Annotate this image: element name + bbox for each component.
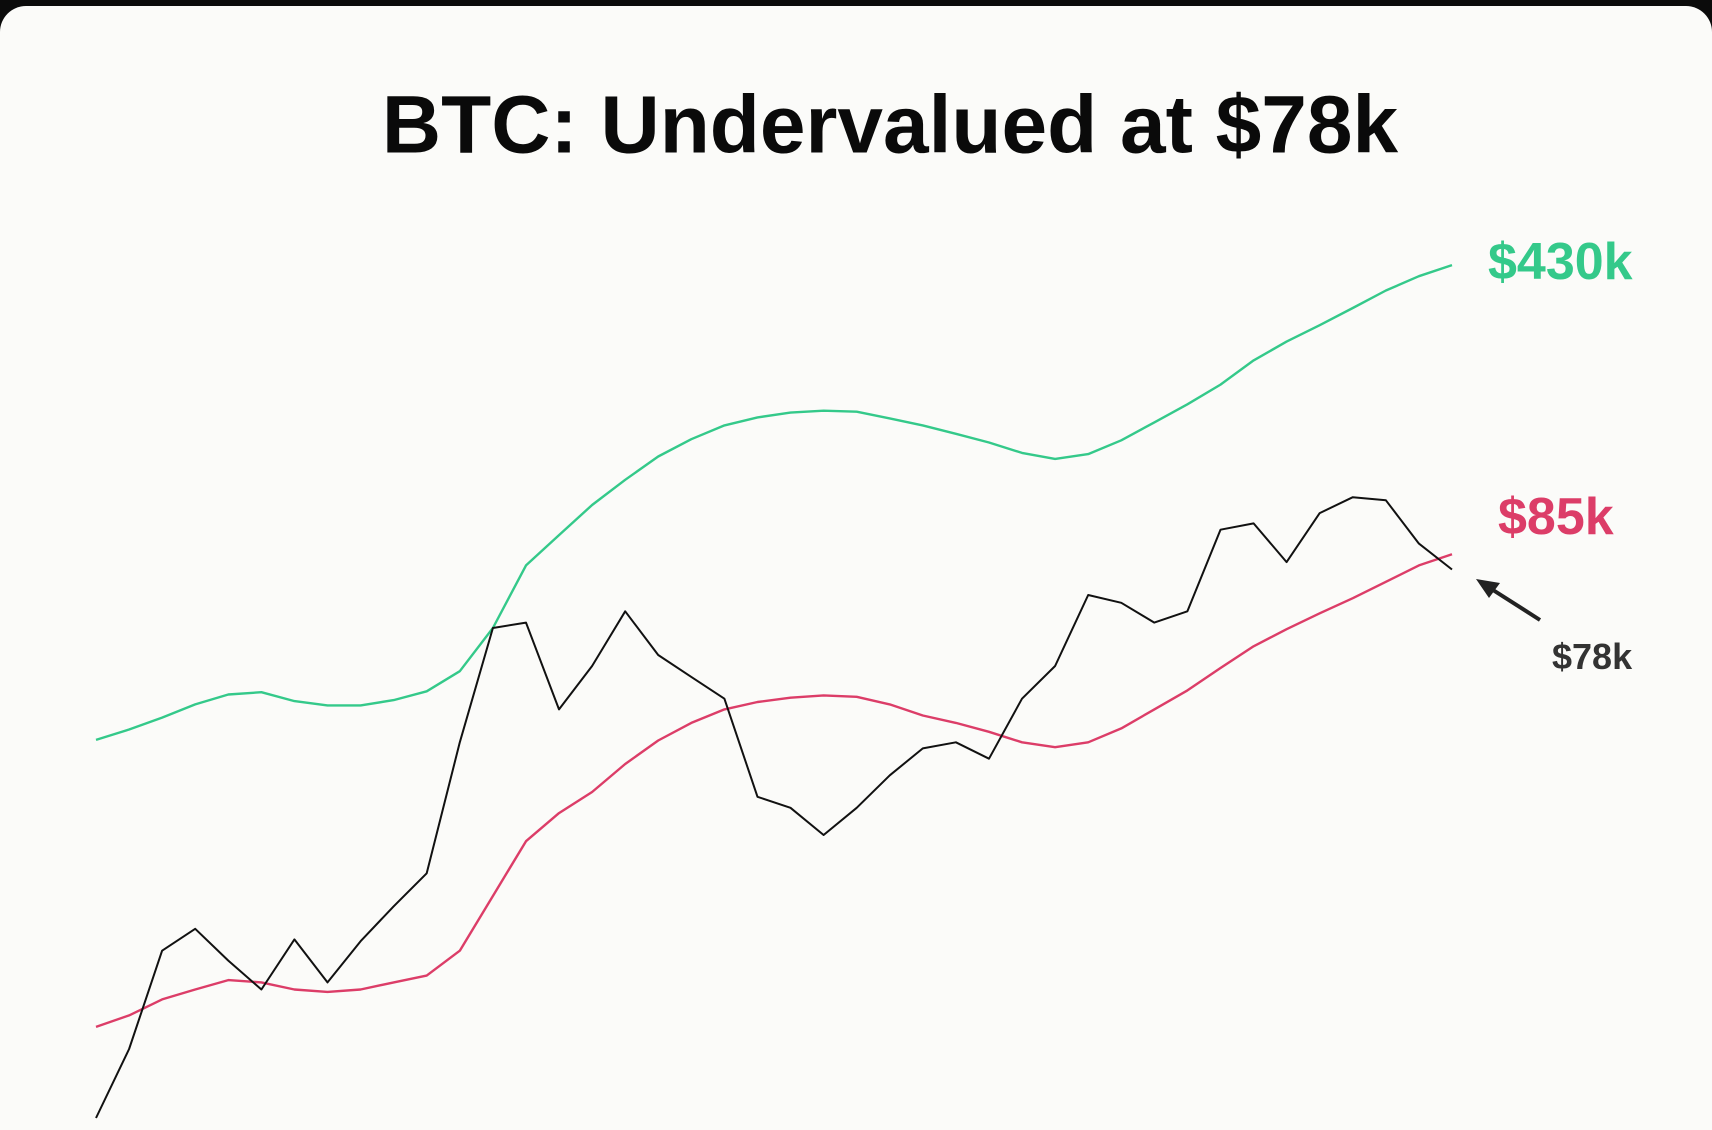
line: [95, 553, 1453, 1029]
arrow-head: [1476, 579, 1500, 598]
line: [95, 496, 1453, 1119]
line: [95, 263, 1453, 742]
card: [0, 6, 1712, 1130]
value-label: $85k: [1498, 488, 1614, 546]
chart-title: BTC: Undervalued at $78k: [382, 80, 1399, 171]
value-label: $78k: [1552, 636, 1633, 677]
value-label: $430k: [1488, 233, 1633, 291]
